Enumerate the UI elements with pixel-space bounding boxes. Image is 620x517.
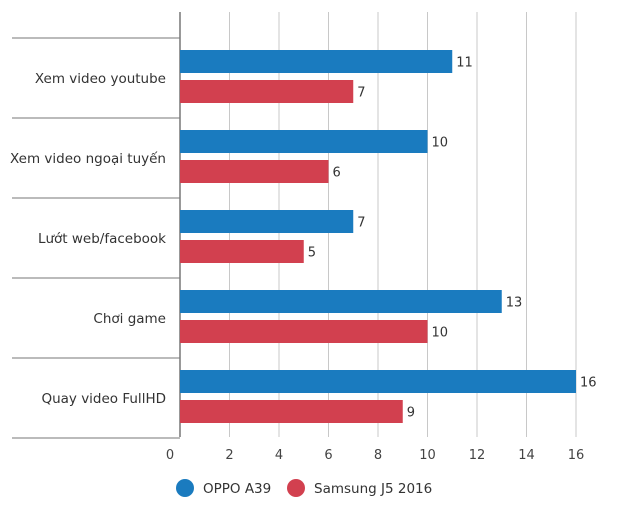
category-separators <box>12 37 180 439</box>
x-tick-label: 6 <box>324 448 332 463</box>
x-tick-label: 0 <box>166 448 174 463</box>
x-tick-label: 4 <box>275 448 283 463</box>
data-label: 5 <box>308 246 316 261</box>
x-tick-label: 14 <box>518 448 535 463</box>
bar-oppo <box>180 290 502 313</box>
data-label: 10 <box>432 136 449 151</box>
data-label: 10 <box>432 326 449 341</box>
legend-marker <box>287 479 305 497</box>
bar-samsung <box>180 80 354 103</box>
data-label: 13 <box>506 296 523 311</box>
legend-marker <box>176 479 194 497</box>
category-label: Xem video youtube <box>35 71 166 87</box>
bar-oppo <box>180 370 576 393</box>
data-label: 11 <box>456 56 473 71</box>
x-tick-label: 8 <box>374 448 382 463</box>
x-tick-label: 16 <box>568 448 585 463</box>
category-label: Chơi game <box>93 311 166 327</box>
category-label: Quay video FullHD <box>41 391 166 407</box>
bars <box>180 50 576 423</box>
bar-oppo <box>180 210 354 233</box>
x-tick-label: 12 <box>469 448 486 463</box>
bar-oppo <box>180 50 453 73</box>
data-label: 7 <box>357 216 365 231</box>
data-label: 6 <box>333 166 341 181</box>
bar-samsung <box>180 320 428 343</box>
data-label: 9 <box>407 406 415 421</box>
legend-label: Samsung J5 2016 <box>314 481 432 497</box>
x-tick-label: 10 <box>419 448 436 463</box>
bar-samsung <box>180 160 329 183</box>
legend-label: OPPO A39 <box>203 481 271 497</box>
labels: 0 2 4 6 8 10 12 14 16 Xem video youtube 11 7 Xem vid… <box>10 56 597 464</box>
bar-samsung <box>180 240 304 263</box>
category-label: Xem video ngoại tuyến <box>10 150 166 167</box>
bar-samsung <box>180 400 403 423</box>
x-tick-label: 2 <box>225 448 233 463</box>
data-label: 7 <box>357 86 365 101</box>
bar-oppo <box>180 130 428 153</box>
category-label: Lướt web/facebook <box>38 231 166 247</box>
data-label: 16 <box>580 376 597 391</box>
legend: OPPO A39 Samsung J5 2016 <box>176 479 432 497</box>
